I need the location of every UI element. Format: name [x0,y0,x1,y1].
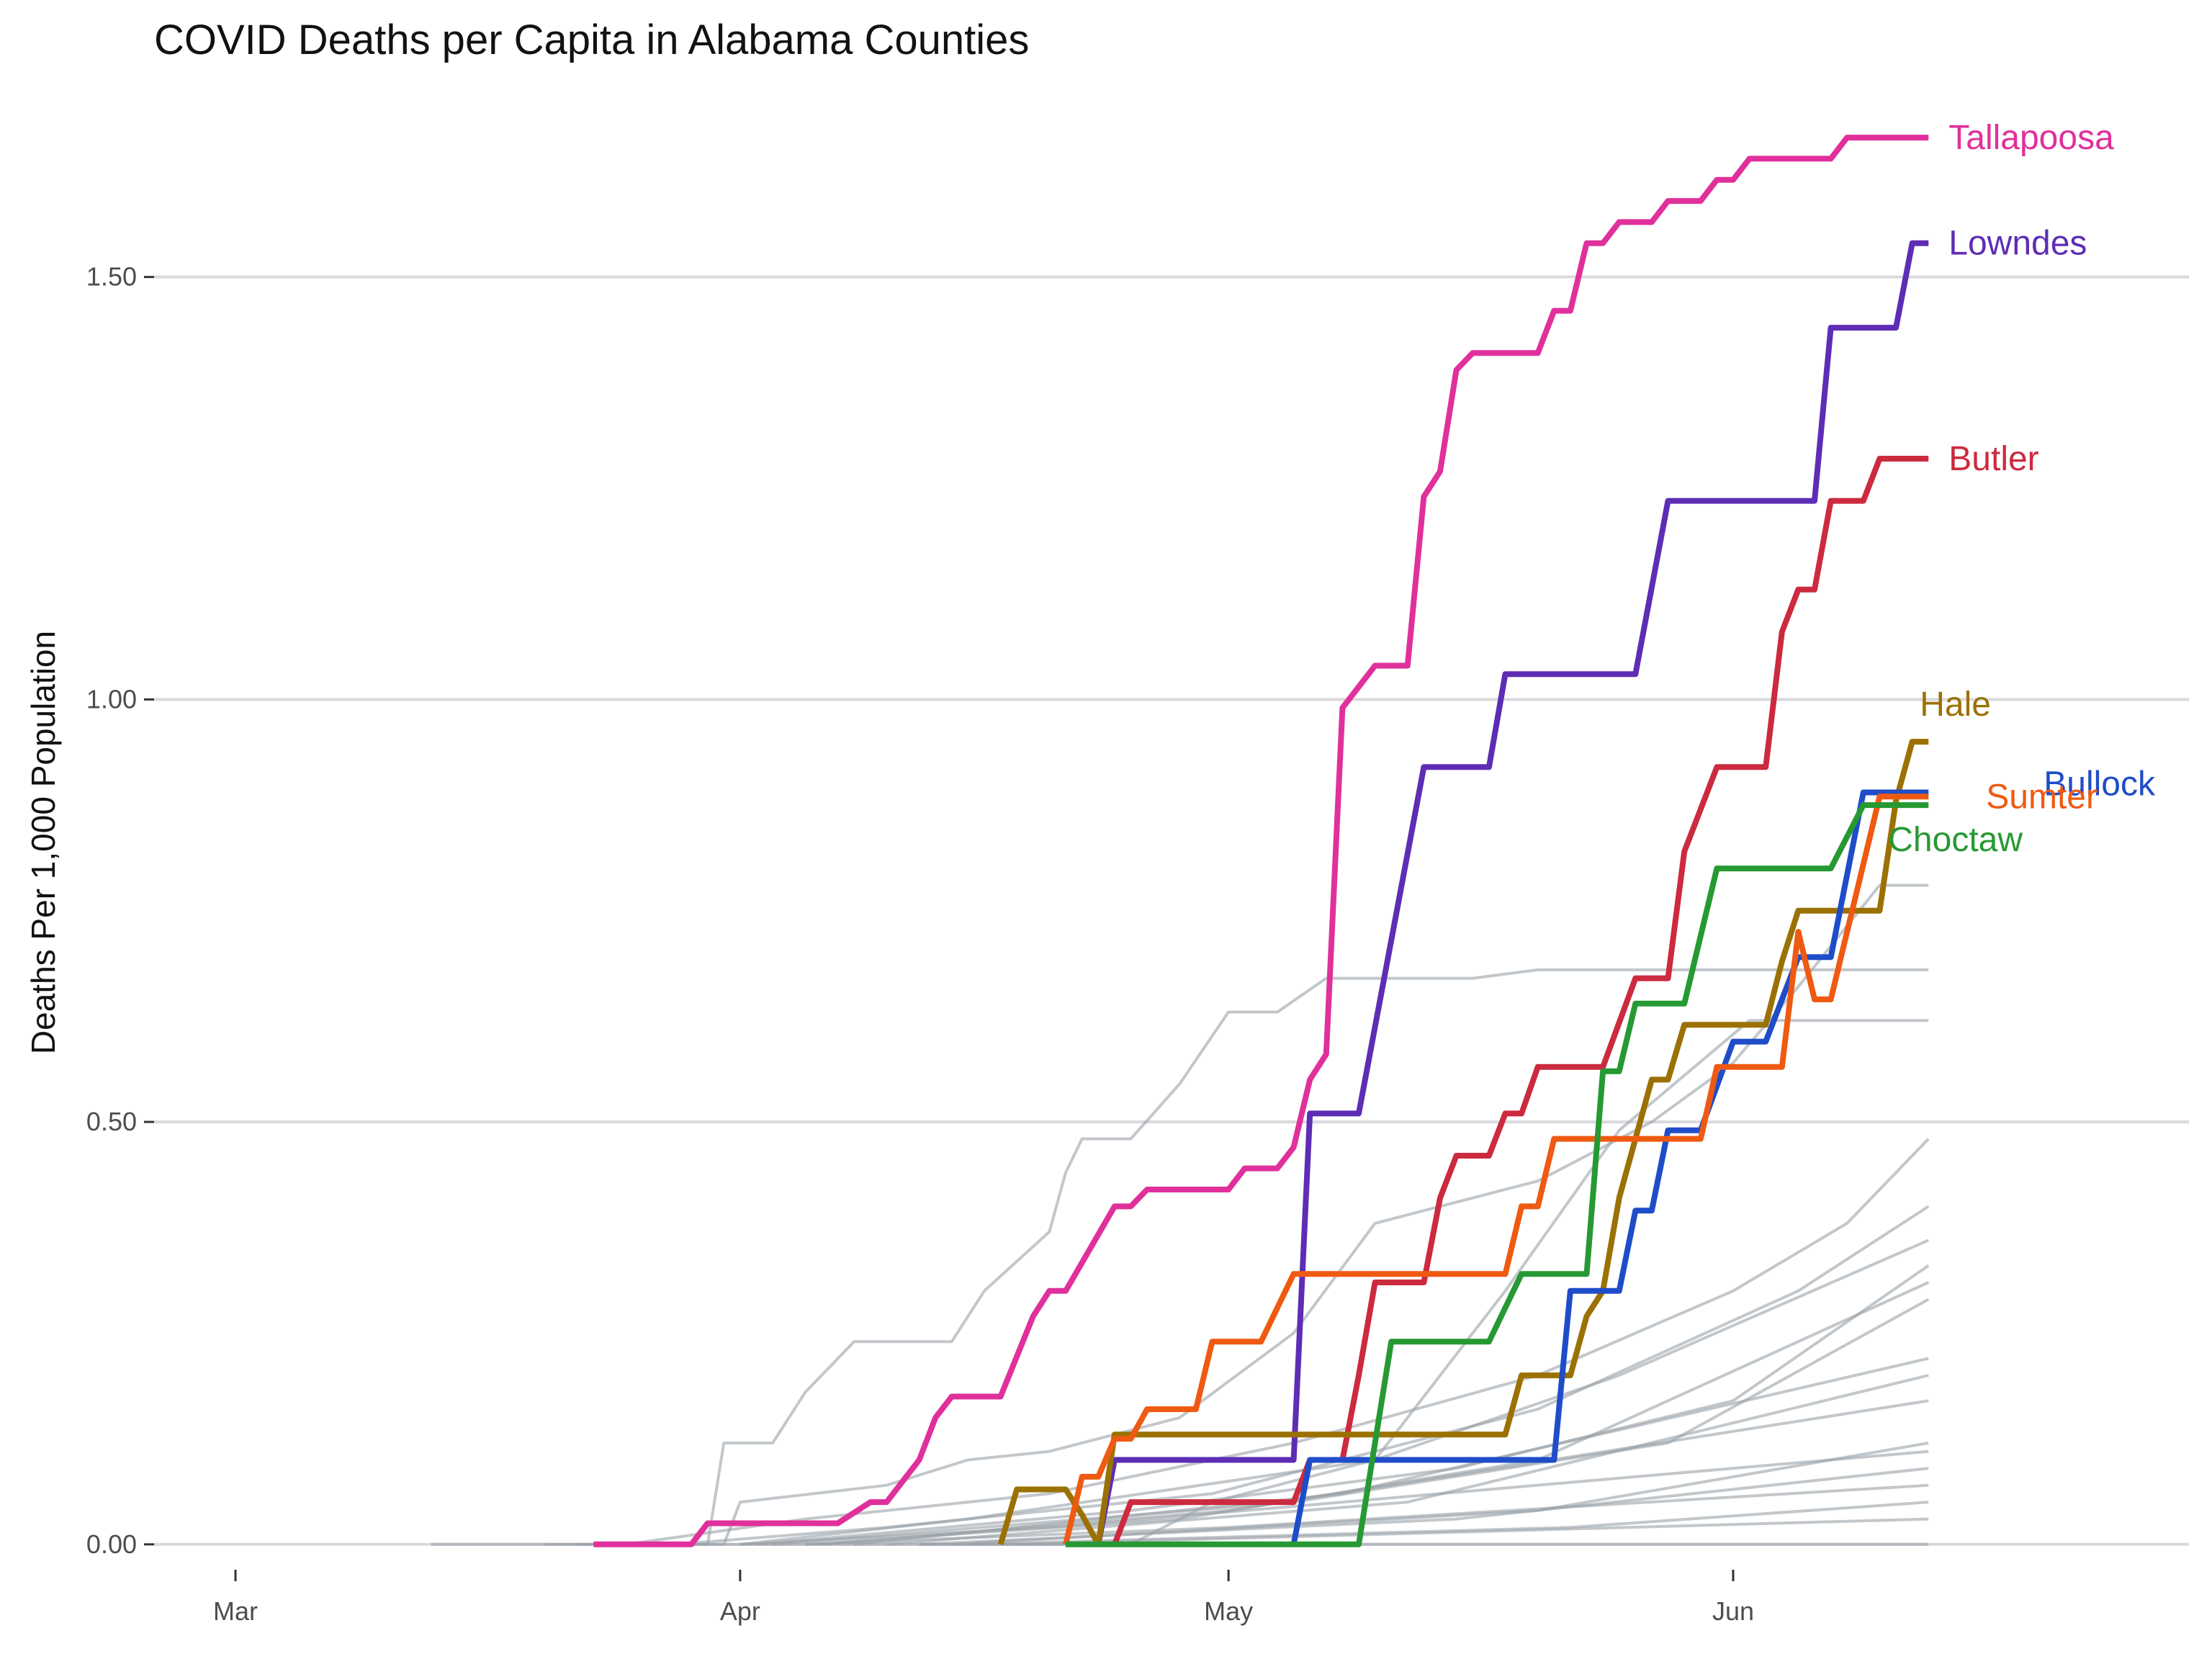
series-line-tallapoosa [593,135,1929,1547]
axes: 0.00 0.50 1.00 1.50 Mar Apr May Jun [86,262,1754,1626]
series-label-hale: Hale [1920,685,1991,724]
background-county-line [739,1238,1930,1546]
x-tick-label: Mar [213,1596,258,1626]
background-county-line [1017,1517,1929,1546]
x-tick-label: May [1204,1596,1253,1626]
y-tick-label: 1.00 [86,684,137,714]
background-county-line [886,1374,1929,1546]
y-axis-label: Deaths Per 1,000 Population [24,631,62,1054]
series-line-sumter [1063,793,1929,1545]
x-tick-label: Apr [720,1596,760,1626]
series-label-choctaw: Choctaw [1888,821,2023,859]
background-county-lines [431,884,1930,1546]
y-tick-label: 0.00 [86,1529,137,1559]
background-county-line [739,1449,1929,1546]
y-tick-label: 1.50 [86,262,137,292]
series-line-lowndes [1095,240,1929,1545]
line-end-labels: Tallapoosa Lowndes Butler Hale BullockSumter… [1888,119,2156,859]
series-label-tallapoosa: Tallapoosa [1948,119,2114,157]
background-county-line [431,968,1929,1546]
grid [154,275,2189,1546]
series-line-hale [997,739,1929,1547]
background-county-line [772,1298,1930,1546]
background-county-line [919,1019,1929,1546]
series-label-sumter: Sumter [1986,778,2098,816]
series-label-lowndes: Lowndes [1948,225,2087,263]
background-county-line [805,1483,1929,1546]
chart-title: COVID Deaths per Capita in Alabama Count… [154,17,1030,63]
series-line-bullock [1290,789,1929,1545]
x-tick-label: Jun [1712,1596,1754,1626]
y-tick-label: 0.50 [86,1107,137,1136]
highlighted-county-lines [593,135,1929,1547]
series-label-butler: Butler [1948,440,2038,478]
background-county-line [626,1138,1930,1546]
series-line-choctaw [1066,802,1929,1547]
background-county-line [544,884,1929,1546]
series-label-bullock: Bullock [2044,765,2156,803]
